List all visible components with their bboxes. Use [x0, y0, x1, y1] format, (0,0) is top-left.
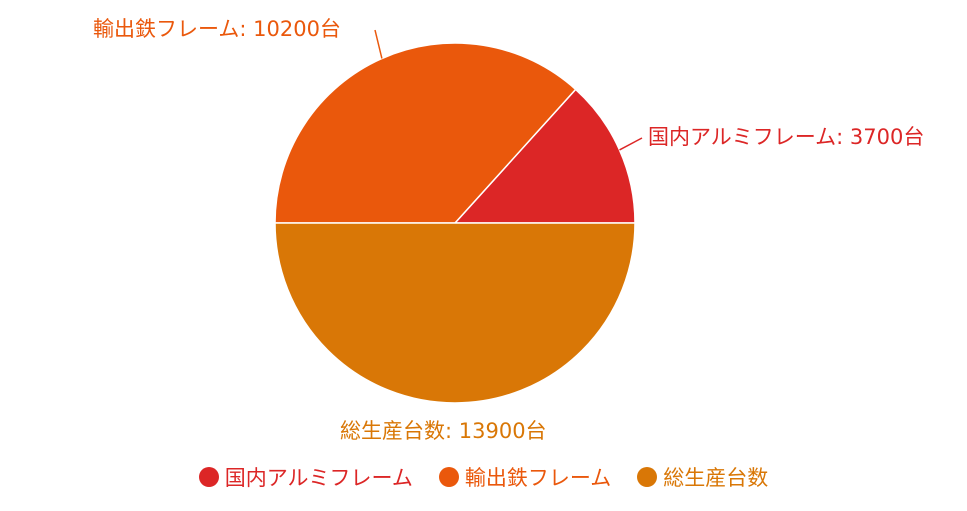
- legend-swatch-total-production: [637, 467, 658, 487]
- leader-line-domestic-aluminum: [619, 137, 643, 151]
- legend-swatch-export-steel: [438, 467, 459, 487]
- legend-label-total-production: 総生産台数: [663, 466, 769, 490]
- legend-swatch-domestic-aluminum: [198, 467, 219, 487]
- slice-label-domestic-aluminum: 国内アルミフレーム: 3700台: [648, 125, 924, 149]
- legend-item-domestic-aluminum[interactable]: 国内アルミフレーム: [198, 462, 413, 492]
- legend: 国内アルミフレーム 輸出鉄フレーム 総生産台数: [0, 462, 967, 492]
- legend-label-domestic-aluminum: 国内アルミフレーム: [224, 466, 413, 490]
- leader-line-export-steel: [374, 29, 383, 59]
- legend-label-export-steel: 輸出鉄フレーム: [464, 466, 612, 490]
- legend-item-export-steel[interactable]: 輸出鉄フレーム: [438, 462, 612, 492]
- legend-item-total-production[interactable]: 総生産台数: [637, 462, 768, 492]
- pie-slice-total-production[interactable]: [274, 222, 636, 404]
- slice-label-export-steel: 輸出鉄フレーム: 10200台: [93, 17, 341, 41]
- slice-label-total-production: 総生産台数: 13900台: [340, 419, 547, 443]
